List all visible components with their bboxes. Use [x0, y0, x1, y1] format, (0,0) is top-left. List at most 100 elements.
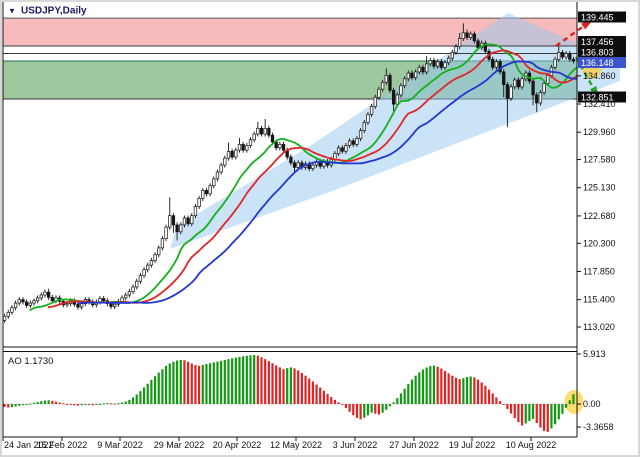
candle-body: [263, 127, 267, 135]
candle-body: [399, 85, 403, 96]
ao-bar: [542, 404, 546, 431]
candle-body: [35, 297, 40, 302]
ao-bar: [473, 377, 476, 404]
chart-expand-icon[interactable]: ▼: [8, 7, 16, 16]
ao-bar: [7, 404, 10, 408]
ao-bar: [120, 402, 124, 404]
candle-body: [135, 280, 139, 288]
ao-bar: [194, 364, 197, 404]
candle-body: [182, 217, 187, 226]
ao-bar: [62, 403, 65, 405]
candle-body: [458, 38, 462, 47]
date-tick-label: 9 Mar 2022: [97, 440, 143, 450]
candle-body: [391, 89, 396, 105]
ao-bar: [275, 365, 278, 404]
ao-bar: [388, 404, 392, 407]
ao-bar: [58, 402, 61, 404]
candle-body: [76, 303, 80, 308]
alligator-lines-layer: [29, 43, 577, 311]
ao-bar: [242, 356, 245, 404]
candle-body: [355, 138, 359, 145]
candle-body: [351, 140, 355, 145]
candle-body: [461, 32, 465, 39]
candle-body: [274, 141, 278, 149]
ao-bar: [355, 404, 359, 418]
candle-body: [208, 185, 212, 195]
price-tick-label: 113.020: [583, 322, 615, 332]
ao-bar: [498, 401, 502, 404]
ao-bar: [300, 372, 303, 404]
price-level-label-box: [578, 91, 626, 103]
candle-body: [344, 145, 348, 152]
price-level-label-box: [578, 57, 626, 68]
ao-bar: [238, 356, 241, 404]
candle-body: [204, 190, 209, 195]
date-tick-label: 29 Mar 2022: [154, 440, 205, 450]
price-level-label: 136.148: [581, 58, 614, 68]
date-tick-label: 10 Aug 2022: [506, 440, 557, 450]
bullish-forecast-arrow: [555, 22, 589, 47]
ao-bar: [43, 400, 47, 404]
candle-body: [443, 62, 447, 68]
candle-body: [296, 162, 300, 168]
ao-bar: [29, 403, 32, 405]
candle-body: [171, 215, 176, 226]
ao-bar: [286, 368, 289, 404]
ao-bar: [506, 404, 509, 409]
candle-body: [281, 144, 286, 151]
ao-bar: [40, 401, 43, 404]
candle-body: [13, 302, 18, 309]
candle-body: [3, 315, 7, 321]
ao-bar: [164, 365, 168, 404]
ao-bar: [32, 402, 36, 404]
candle-body: [160, 238, 165, 249]
symbol-title[interactable]: USDJPY,Daily: [21, 6, 87, 17]
candle-body: [476, 40, 480, 49]
price-level-label-box: [578, 11, 626, 23]
ao-bar: [524, 404, 527, 424]
ao-bar: [440, 368, 443, 404]
ao-bar: [289, 367, 292, 404]
ao-bar: [454, 377, 458, 404]
candle-body: [113, 303, 117, 307]
ao-bar: [51, 400, 54, 404]
candle-body: [46, 291, 51, 298]
ao-bar: [278, 367, 281, 404]
price-tick-label: 115.400: [583, 295, 615, 305]
ao-bar: [150, 379, 153, 404]
ao-bar: [469, 376, 472, 404]
ao-bar: [102, 403, 105, 405]
candle-body: [32, 300, 36, 304]
ao-bar: [179, 359, 182, 404]
ao-indicator-label: AO 1.1730: [8, 356, 53, 367]
ao-bar: [546, 404, 549, 432]
ao-bar: [142, 387, 146, 404]
candle-body: [439, 61, 443, 68]
candle-body: [215, 171, 220, 180]
ao-bar: [183, 360, 186, 404]
ao-bar: [109, 403, 113, 405]
ao-bar: [319, 387, 322, 404]
candle-body: [65, 303, 69, 306]
candle-body: [428, 60, 432, 65]
ao-bar: [54, 401, 58, 404]
ao-bar: [517, 404, 520, 423]
candle-body: [432, 60, 436, 67]
ao-bar: [168, 363, 171, 404]
candle-body: [516, 79, 521, 88]
candle-body: [571, 58, 576, 62]
candle-body: [102, 298, 106, 302]
candle-body: [127, 291, 132, 296]
candle-body: [256, 127, 260, 135]
ao-bar: [245, 355, 248, 404]
candle-body: [564, 53, 568, 58]
ao-bar: [84, 404, 87, 405]
ao-bar: [267, 361, 270, 404]
ao-bar: [381, 404, 384, 413]
ao-bar: [253, 355, 256, 404]
candle-body: [289, 156, 293, 164]
ao-bar: [322, 390, 325, 404]
ao-bar: [462, 378, 465, 404]
